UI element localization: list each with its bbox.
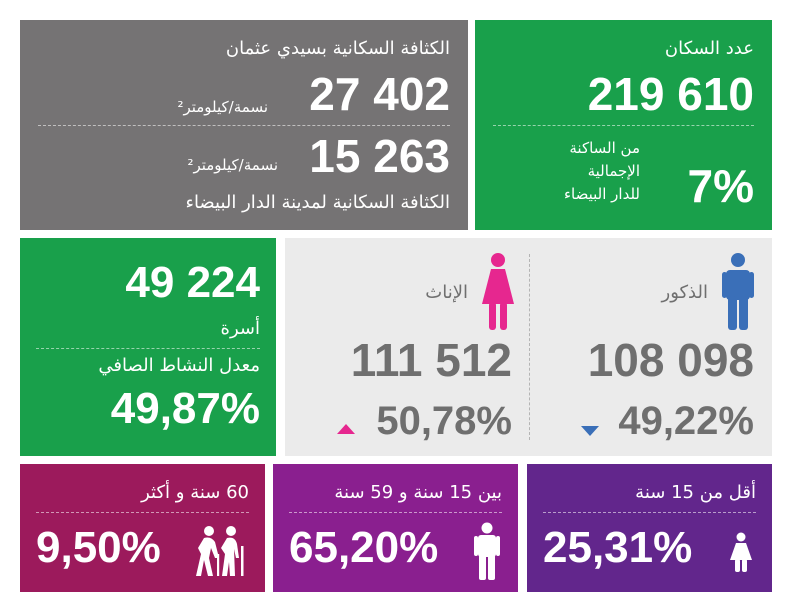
- male-value: 108 098: [587, 334, 754, 386]
- population-share: 7%: [687, 160, 754, 212]
- adult-icon: [474, 522, 500, 580]
- population-value: 219 610: [587, 68, 754, 120]
- female-pct: 50,78%: [376, 399, 512, 443]
- activity-label: معدل النشاط الصافي: [98, 355, 260, 376]
- male-icon: [722, 253, 754, 330]
- male-pct: 49,22%: [618, 399, 754, 443]
- male-label: الذكور: [661, 282, 709, 303]
- age-young-pct: 25,31%: [543, 523, 693, 572]
- households-value: 49 224: [125, 258, 260, 307]
- density-panel: الكثافة السكانية بسيدي عثمان 27 402 نسمة…: [20, 20, 468, 230]
- female-label: الإناث: [425, 282, 468, 303]
- gender-divider: [529, 254, 530, 440]
- density-unit-city: نسمة/كيلومتر²: [187, 156, 278, 174]
- age-old-panel: 60 سنة و أكثر 9,50%: [20, 464, 265, 592]
- age-young-divider: [543, 512, 756, 513]
- population-divider: [493, 125, 754, 126]
- density-unit-local: نسمة/كيلومتر²: [177, 98, 268, 116]
- households-label: أسرة: [220, 318, 260, 339]
- age-mid-divider: [289, 512, 502, 513]
- up-triangle-icon: [337, 424, 355, 434]
- households-panel: 49 224 أسرة معدل النشاط الصافي 49,87%: [20, 238, 276, 456]
- age-mid-label: بين 15 سنة و 59 سنة: [334, 482, 502, 503]
- population-label: عدد السكان: [664, 38, 754, 59]
- density-divider: [38, 125, 450, 126]
- age-mid-panel: بين 15 سنة و 59 سنة 65,20%: [273, 464, 518, 592]
- age-old-label: 60 سنة و أكثر: [141, 482, 249, 503]
- child-icon: [730, 532, 752, 572]
- age-young-label: أقل من 15 سنة: [635, 482, 756, 503]
- activity-value: 49,87%: [110, 384, 260, 433]
- population-panel: عدد السكان 219 610 من الساكنة الإجمالية …: [475, 20, 772, 230]
- elderly-couple-icon: [196, 526, 244, 576]
- households-divider: [36, 348, 260, 349]
- female-icon: [482, 253, 514, 330]
- density-caption-city: الكثافة السكانية لمدينة الدار البيضاء: [185, 192, 450, 213]
- population-share-caption-3: للدار البيضاء: [563, 185, 640, 203]
- age-young-panel: أقل من 15 سنة 25,31%: [527, 464, 772, 592]
- density-title: الكثافة السكانية بسيدي عثمان: [225, 38, 450, 59]
- density-value-city: 15 263: [309, 130, 450, 182]
- density-value-local: 27 402: [309, 68, 450, 120]
- age-old-divider: [36, 512, 249, 513]
- age-mid-pct: 65,20%: [289, 523, 439, 572]
- female-value: 111 512: [350, 334, 512, 386]
- age-old-pct: 9,50%: [36, 523, 161, 572]
- population-share-caption-2: الإجمالية: [587, 162, 640, 180]
- gender-panel: الذكور 108 098 49,22% الإناث 111 512 50,…: [285, 238, 772, 456]
- down-triangle-icon: [581, 426, 599, 436]
- population-share-caption-1: من الساكنة: [569, 139, 640, 157]
